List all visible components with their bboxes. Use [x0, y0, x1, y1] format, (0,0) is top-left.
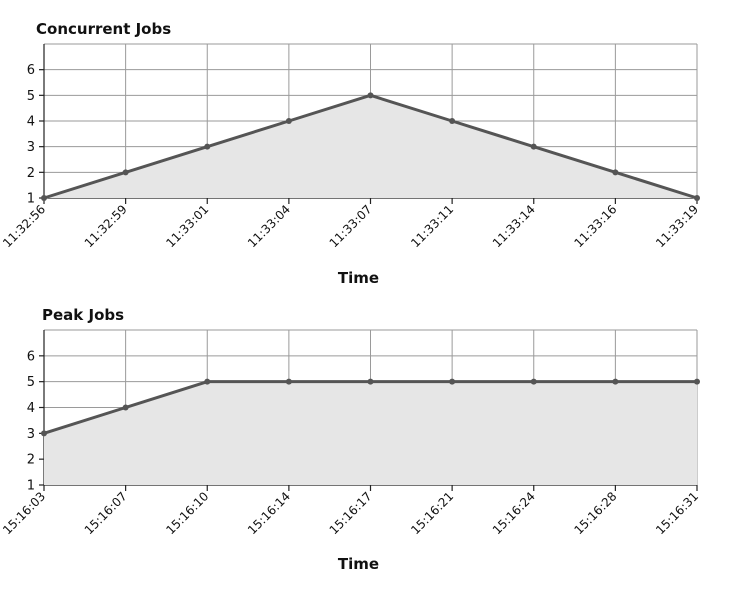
chart-2: Peak Jobs 1 2 3 4 5 6 15:16:03 15:16:07 15:16:10 1… — [0, 306, 701, 573]
y-tick-label: 1 — [27, 479, 35, 494]
chart-title: Concurrent Jobs — [36, 20, 171, 38]
data-point — [449, 378, 456, 385]
x-axis-title: Time — [338, 555, 379, 573]
y-tick-label: 1 — [27, 192, 35, 207]
y-tick-label: 6 — [27, 63, 35, 78]
y-tick-label: 3 — [27, 427, 35, 442]
data-point — [367, 378, 374, 385]
x-tick-label: 11:33:16 — [571, 202, 619, 250]
x-tick-label: 15:16:07 — [82, 489, 130, 537]
x-axis-title: Time — [338, 269, 379, 287]
y-tick-label: 4 — [27, 115, 35, 130]
x-tick-label: 11:32:59 — [82, 202, 130, 250]
data-point — [612, 169, 619, 176]
x-tick-label: 11:33:07 — [327, 202, 375, 250]
x-tick-label: 11:33:01 — [163, 202, 211, 250]
chart-title: Peak Jobs — [42, 306, 124, 324]
x-tick-label: 15:16:10 — [163, 489, 211, 537]
data-point — [367, 92, 374, 99]
x-tick-label: 11:32:56 — [0, 202, 48, 250]
x-tick-label: 15:16:28 — [571, 489, 619, 537]
y-tick-label: 6 — [27, 349, 35, 364]
x-tick-label: 15:16:17 — [327, 489, 375, 537]
y-tick-label: 4 — [27, 401, 35, 416]
series-area — [44, 381, 697, 485]
data-point — [530, 378, 537, 385]
y-tick-label: 3 — [27, 140, 35, 155]
x-tick-label: 15:16:24 — [490, 489, 538, 537]
data-point — [41, 195, 47, 201]
y-tick-label: 5 — [27, 375, 35, 390]
data-point — [612, 378, 619, 385]
x-tick-label: 11:33:11 — [408, 202, 456, 250]
data-point — [122, 169, 129, 176]
x-tick-label: 15:16:31 — [653, 489, 701, 537]
data-point — [285, 378, 292, 385]
data-point — [694, 378, 700, 385]
x-tick-label: 11:33:14 — [490, 202, 538, 250]
data-point — [204, 378, 211, 385]
data-point — [204, 143, 211, 150]
x-tick-label: 15:16:14 — [245, 489, 293, 537]
data-point — [530, 143, 537, 150]
series-area — [44, 95, 697, 198]
data-point — [694, 195, 700, 201]
data-point — [122, 404, 129, 411]
x-tick-label: 15:16:03 — [0, 489, 48, 537]
x-tick-label: 11:33:19 — [653, 202, 701, 250]
y-tick-label: 5 — [27, 89, 35, 104]
y-tick-label: 2 — [27, 166, 35, 181]
x-tick-label: 11:33:04 — [245, 202, 293, 250]
data-point — [449, 118, 456, 124]
y-tick-label: 2 — [27, 453, 35, 468]
data-point — [285, 118, 292, 124]
data-point — [41, 430, 47, 437]
x-tick-label: 15:16:21 — [408, 489, 456, 537]
chart-1: Concurrent Jobs 1 2 3 4 5 6 11:32:56 11:32:59 11:… — [0, 20, 701, 287]
